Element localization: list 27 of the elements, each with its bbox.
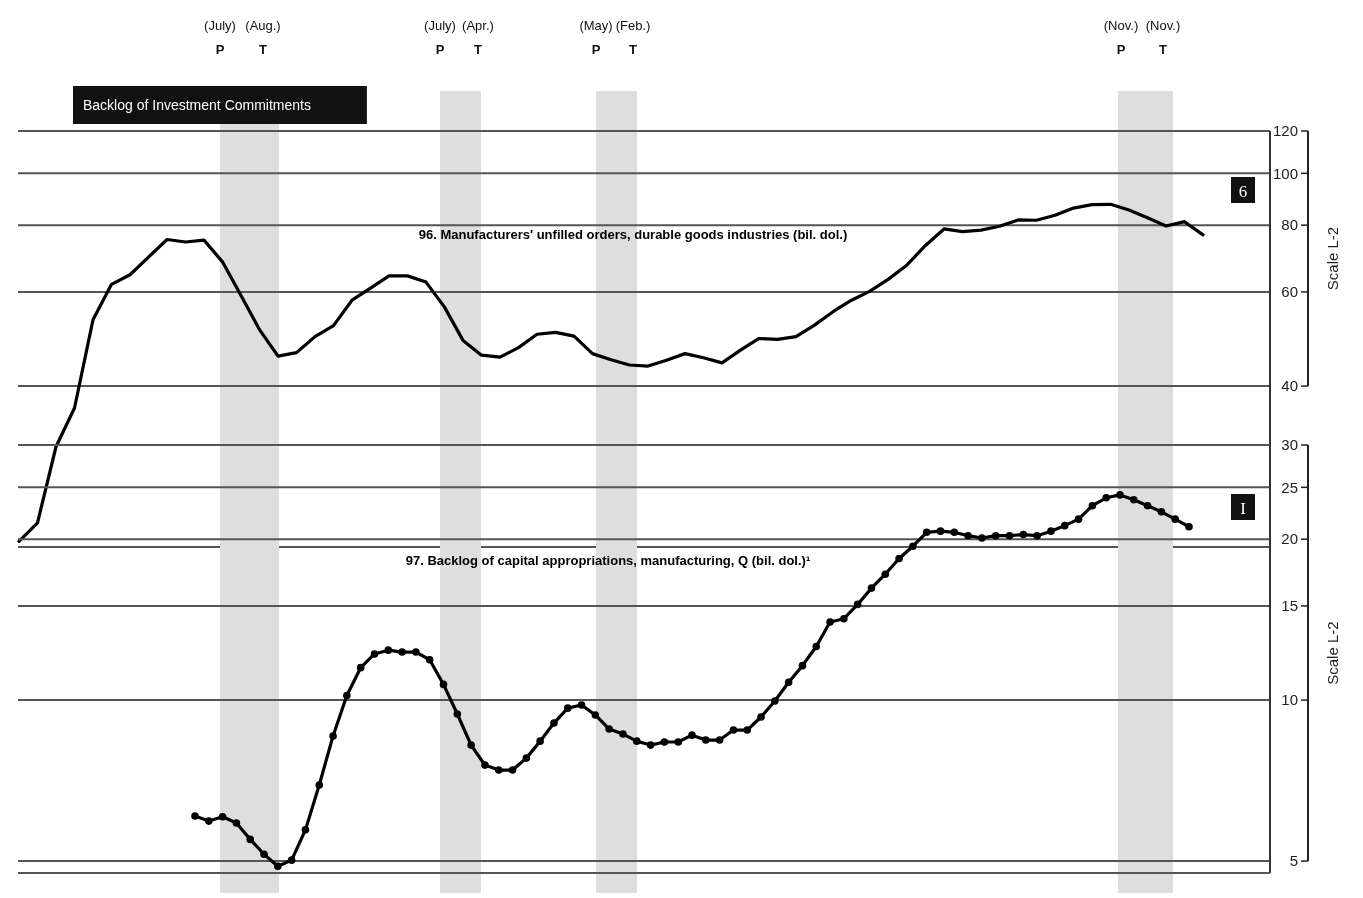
y-tick-label: 30 (1281, 436, 1298, 454)
y-tick-label: 120 (1272, 122, 1298, 140)
text: I (1240, 498, 1247, 518)
text: (July) P (204, 18, 236, 57)
y-axis-title: Scale L-2 (1324, 226, 1341, 291)
y-tick-label: 80 (1281, 216, 1298, 234)
y-tick-label: 10 (1281, 691, 1298, 709)
y-tick-label: 60 (1281, 283, 1298, 301)
text: (Aug.) T (245, 18, 281, 57)
text: 97. Backlog of capital appropriations, manufacturing, Q (bil. dol.)¹ (405, 553, 811, 568)
y-tick-label: 25 (1281, 478, 1298, 496)
y-tick-label: 5 (1289, 852, 1298, 870)
y-axis-title: Scale L-2 (1324, 621, 1341, 685)
y-tick-label: 20 (1281, 530, 1298, 548)
text: 6 (1238, 181, 1248, 201)
text: (May) P (579, 18, 613, 57)
text: 96. Manufacturers' unfilled orders, durable goods industries (bil. dol.) (418, 227, 848, 242)
text: (Apr.) T (462, 18, 494, 57)
y-tick-label: 100 (1272, 164, 1298, 182)
chart-title: Backlog of Investment Commitments (83, 96, 311, 113)
line-series (17, 202, 1205, 543)
text: (Nov.) T (1145, 18, 1181, 57)
text: (Nov.) P (1103, 18, 1139, 57)
text: (July) P (424, 18, 456, 57)
text: (Feb.) T (615, 18, 651, 57)
y-tick-label: 15 (1281, 597, 1298, 615)
y-tick-label: 40 (1281, 377, 1298, 395)
